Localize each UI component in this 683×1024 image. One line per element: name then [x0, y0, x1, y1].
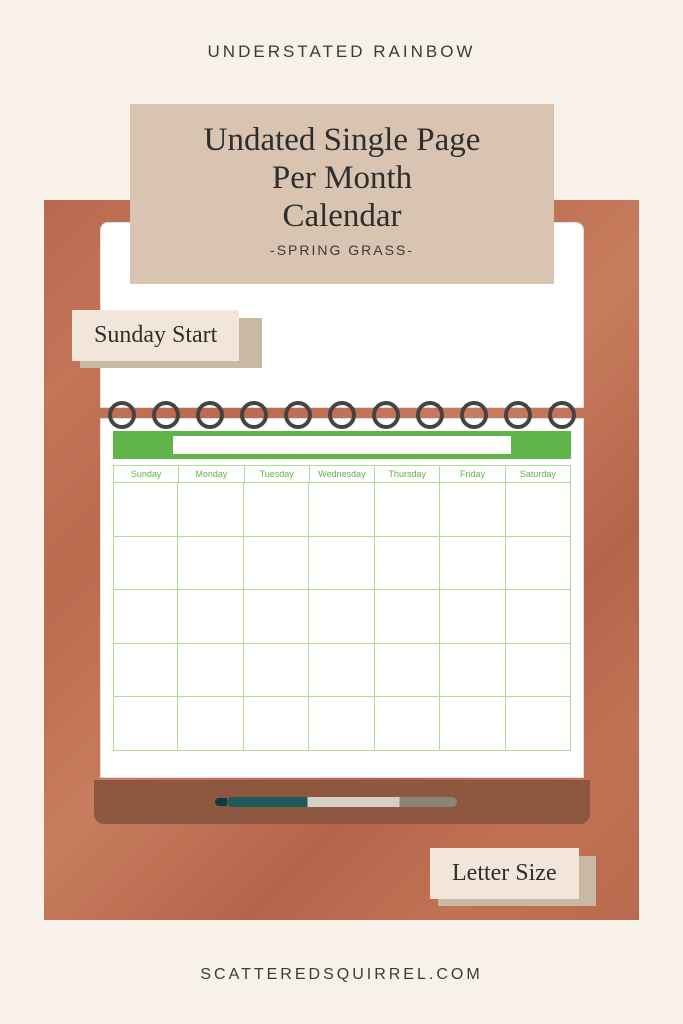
calendar-cell: [178, 537, 243, 591]
calendar-cell: [506, 697, 571, 751]
calendar-day-headers: Sunday Monday Tuesday Wednesday Thursday…: [113, 465, 571, 483]
calendar-cell: [506, 644, 571, 698]
calendar-cell: [440, 644, 505, 698]
calendar-cell: [113, 537, 178, 591]
spiral-ring: [460, 401, 488, 429]
calendar-cell: [178, 697, 243, 751]
calendar-cell: [440, 537, 505, 591]
calendar-cell: [309, 483, 374, 537]
subtitle: -SPRING GRASS-: [130, 242, 554, 258]
title-line-1: Undated Single Page: [130, 122, 554, 160]
spiral-ring: [372, 401, 400, 429]
calendar-cell: [113, 590, 178, 644]
calendar-cell: [244, 697, 309, 751]
site-label: SCATTEREDSQUIRREL.COM: [0, 966, 683, 984]
calendar-cell: [440, 697, 505, 751]
day-header-tuesday: Tuesday: [245, 465, 310, 483]
calendar-cell: [375, 697, 440, 751]
calendar-title-bar: [113, 431, 571, 459]
calendar-cell: [309, 590, 374, 644]
spiral-ring: [284, 401, 312, 429]
calendar-cell: [440, 483, 505, 537]
spiral-binding: [100, 400, 584, 430]
day-header-monday: Monday: [179, 465, 244, 483]
calendar-cell: [244, 644, 309, 698]
calendar-cell: [178, 590, 243, 644]
spiral-ring: [152, 401, 180, 429]
spiral-ring: [196, 401, 224, 429]
day-header-wednesday: Wednesday: [310, 465, 375, 483]
spiral-ring: [108, 401, 136, 429]
day-header-thursday: Thursday: [375, 465, 440, 483]
spiral-ring: [328, 401, 356, 429]
calendar-cell: [375, 483, 440, 537]
calendar-cell: [506, 483, 571, 537]
title-box: Undated Single Page Per Month Calendar -…: [130, 104, 554, 284]
calendar-cell: [506, 590, 571, 644]
calendar-cell: [375, 590, 440, 644]
calendar-cell: [244, 483, 309, 537]
calendar-cell: [113, 697, 178, 751]
calendar-cell: [309, 537, 374, 591]
pen-holder: [94, 780, 590, 824]
calendar-cell: [375, 644, 440, 698]
calendar-grid: [113, 483, 571, 751]
calendar-cell: [440, 590, 505, 644]
calendar-cell: [244, 590, 309, 644]
spiral-ring: [504, 401, 532, 429]
calendar-cell: [178, 644, 243, 698]
calendar-cell: [113, 483, 178, 537]
calendar-cell: [375, 537, 440, 591]
collection-label: UNDERSTATED RAINBOW: [0, 0, 683, 62]
day-header-sunday: Sunday: [113, 465, 179, 483]
sunday-start-tag: Sunday Start: [72, 310, 239, 361]
title-line-3: Calendar: [130, 198, 554, 236]
calendar-page: Sunday Monday Tuesday Wednesday Thursday…: [100, 418, 584, 778]
calendar-cell: [309, 697, 374, 751]
spiral-ring: [240, 401, 268, 429]
calendar-cell: [178, 483, 243, 537]
spiral-ring: [416, 401, 444, 429]
title-line-2: Per Month: [130, 160, 554, 198]
calendar-title-field: [173, 436, 512, 454]
calendar-cell: [113, 644, 178, 698]
pen: [227, 797, 457, 807]
spiral-ring: [548, 401, 576, 429]
letter-size-tag: Letter Size: [430, 848, 579, 899]
day-header-friday: Friday: [440, 465, 505, 483]
day-header-saturday: Saturday: [506, 465, 571, 483]
calendar-cell: [309, 644, 374, 698]
calendar-cell: [506, 537, 571, 591]
calendar-cell: [244, 537, 309, 591]
